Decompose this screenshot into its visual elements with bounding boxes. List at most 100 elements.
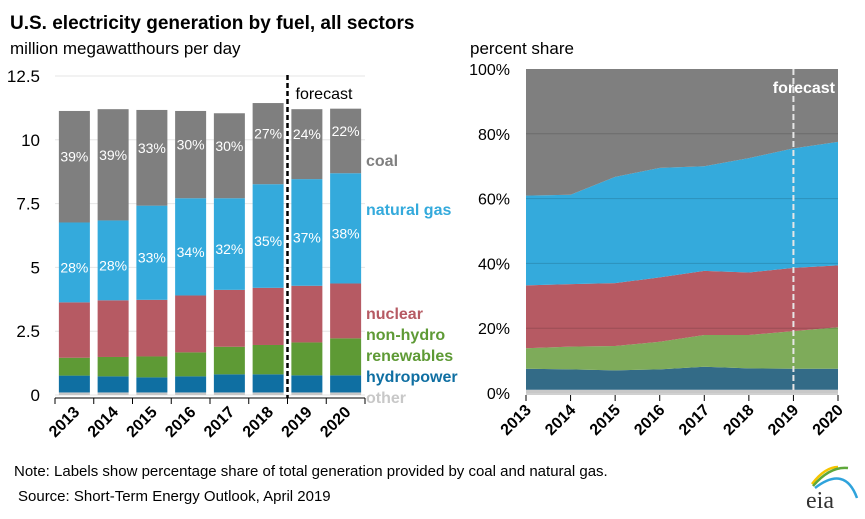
- x-tick-label: 2013: [46, 404, 83, 441]
- bar-non-hydro-renewables: [175, 352, 207, 377]
- data-label-coal: 30%: [215, 138, 243, 154]
- y-tick-label: 5: [31, 258, 40, 277]
- bar-non-hydro-renewables: [97, 356, 129, 377]
- legend-label-non-hydro: non-hydro: [366, 327, 445, 344]
- data-label-natural-gas: 28%: [60, 259, 88, 275]
- x-tick-label: 2020: [317, 404, 354, 441]
- y-tick-label: 40%: [478, 256, 510, 273]
- area-hydropower: [526, 366, 838, 390]
- bar-hydropower: [175, 376, 207, 393]
- bar-non-hydro-renewables: [136, 356, 168, 378]
- bar-non-hydro-renewables: [291, 342, 323, 376]
- x-tick-label: 2019: [765, 402, 802, 439]
- data-label-natural-gas: 33%: [138, 250, 166, 266]
- y-tick-label: 80%: [478, 127, 510, 144]
- area-coal: [526, 69, 838, 196]
- right-subtitle: percent share: [470, 39, 574, 58]
- x-tick-label: 2018: [240, 404, 277, 441]
- y-tick-label: 0%: [487, 386, 510, 403]
- x-tick-label: 2019: [279, 404, 316, 441]
- area-natural-gas: [526, 141, 838, 286]
- bar-hydropower: [58, 375, 90, 393]
- x-tick-label: 2017: [676, 402, 713, 439]
- bar-nuclear: [175, 295, 207, 353]
- x-tick-label: 2015: [587, 402, 624, 439]
- area-nuclear: [526, 265, 838, 349]
- left-subtitle: million megawatthours per day: [10, 39, 241, 58]
- data-label-coal: 27%: [254, 126, 282, 142]
- bar-natural-gas: [252, 184, 284, 288]
- bar-non-hydro-renewables: [213, 346, 245, 375]
- legend-label-renewables: renewables: [366, 348, 453, 365]
- bar-hydropower: [97, 376, 129, 393]
- bar-other: [291, 392, 323, 395]
- forecast-label: forecast: [773, 80, 836, 97]
- x-tick-label: 2020: [810, 402, 847, 439]
- y-tick-label: 0: [31, 386, 40, 405]
- bar-hydropower: [136, 377, 168, 393]
- bar-other: [252, 392, 284, 395]
- legend-label-natural-gas: natural gas: [366, 202, 451, 219]
- legend-label-nuclear: nuclear: [366, 306, 423, 323]
- bar-nuclear: [213, 289, 245, 347]
- bar-hydropower: [330, 375, 362, 393]
- bar-other: [136, 392, 168, 395]
- bar-nuclear: [97, 300, 129, 357]
- data-label-coal: 39%: [99, 147, 127, 163]
- data-label-coal: 22%: [332, 123, 360, 139]
- x-tick-label: 2015: [124, 404, 161, 441]
- bar-other: [58, 392, 90, 395]
- bar-non-hydro-renewables: [252, 344, 284, 375]
- bar-nuclear: [252, 287, 284, 345]
- bar-coal: [58, 110, 90, 223]
- y-tick-label: 7.5: [16, 195, 40, 214]
- bar-natural-gas: [58, 222, 90, 303]
- y-tick-label: 100%: [469, 62, 510, 79]
- area-non-hydro-renewables: [526, 327, 838, 371]
- y-tick-label: 20%: [478, 321, 510, 338]
- bar-hydropower: [291, 375, 323, 393]
- data-label-natural-gas: 28%: [99, 257, 127, 273]
- data-label-coal: 30%: [177, 137, 205, 153]
- bar-nuclear: [291, 285, 323, 343]
- bar-natural-gas: [97, 220, 129, 301]
- x-tick-label: 2016: [631, 402, 668, 439]
- chart-title: U.S. electricity generation by fuel, all…: [10, 13, 414, 34]
- bar-non-hydro-renewables: [58, 357, 90, 376]
- data-label-coal: 33%: [138, 140, 166, 156]
- x-tick-label: 2018: [720, 402, 757, 439]
- y-tick-label: 12.5: [7, 67, 40, 86]
- x-tick-label: 2017: [201, 404, 238, 441]
- data-label-natural-gas: 37%: [293, 229, 321, 245]
- bar-hydropower: [213, 374, 245, 393]
- note: Note: Labels show percentage share of to…: [14, 463, 608, 480]
- bar-nuclear: [330, 283, 362, 339]
- bar-natural-gas: [136, 205, 168, 300]
- bar-natural-gas: [213, 198, 245, 290]
- bar-natural-gas: [330, 173, 362, 284]
- forecast-label: forecast: [296, 86, 353, 103]
- y-tick-label: 60%: [478, 192, 510, 209]
- bar-non-hydro-renewables: [330, 338, 362, 376]
- bar-coal: [252, 103, 284, 185]
- data-label-natural-gas: 34%: [177, 244, 205, 260]
- eia-logo: eia: [806, 465, 859, 514]
- bar-coal: [330, 108, 362, 174]
- legend-label-hydropower: hydropower: [366, 369, 458, 386]
- data-label-natural-gas: 32%: [215, 241, 243, 257]
- x-tick-label: 2014: [85, 404, 122, 441]
- area-other: [526, 389, 838, 393]
- x-tick-label: 2014: [542, 402, 579, 439]
- source: Source: Short-Term Energy Outlook, April…: [18, 488, 331, 505]
- bar-other: [97, 392, 129, 395]
- bar-coal: [97, 109, 129, 221]
- x-tick-label: 2013: [498, 402, 535, 439]
- bar-hydropower: [252, 374, 284, 393]
- data-label-coal: 24%: [293, 126, 321, 142]
- bar-natural-gas: [291, 179, 323, 286]
- bar-natural-gas: [175, 198, 207, 296]
- data-label-coal: 39%: [60, 149, 88, 165]
- bar-coal: [175, 110, 207, 199]
- bar-other: [175, 392, 207, 395]
